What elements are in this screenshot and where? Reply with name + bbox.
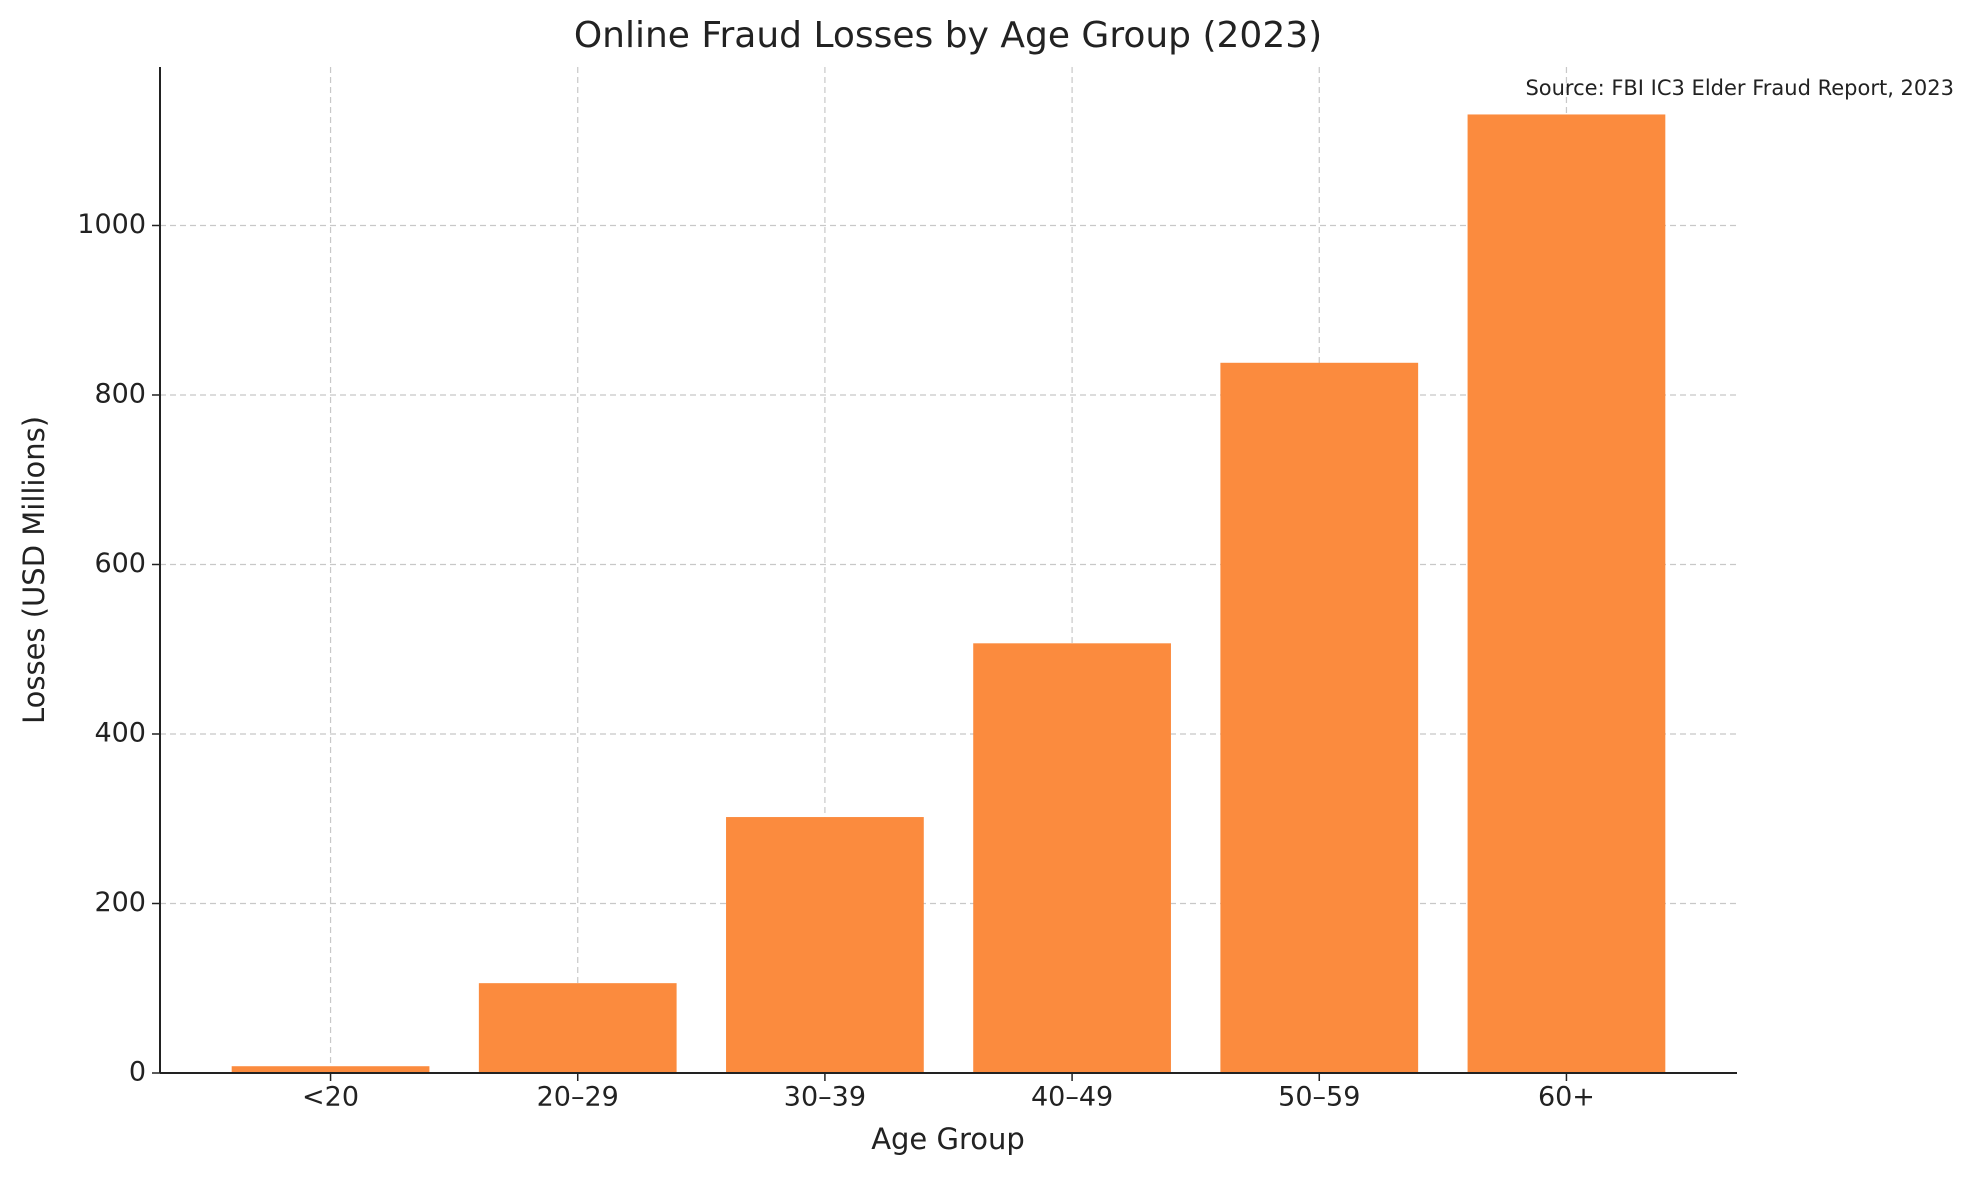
x-tick-label: 50–59 (1278, 1082, 1360, 1113)
source-annotation: Source: FBI IC3 Elder Fraud Report, 2023 (1525, 76, 1954, 100)
y-tick-label: 1000 (77, 209, 146, 240)
x-tick-label: <20 (302, 1082, 359, 1113)
bar (231, 1066, 430, 1073)
x-tick-label: 40–49 (1031, 1082, 1113, 1113)
y-tick-label: 0 (129, 1057, 146, 1088)
x-tick-label: 20–29 (537, 1082, 619, 1113)
y-tick-label: 400 (94, 717, 146, 748)
x-axis-label: Age Group (871, 1122, 1025, 1156)
y-tick-label: 800 (94, 378, 146, 409)
x-tick-label: 60+ (1538, 1082, 1595, 1113)
bar (478, 983, 677, 1073)
y-tick-label: 200 (94, 887, 146, 918)
x-tick-label: 30–39 (784, 1082, 866, 1113)
bar (1467, 114, 1666, 1074)
y-axis-label: Losses (USD Millions) (17, 416, 51, 724)
bar (1220, 362, 1419, 1073)
y-tick-label: 600 (94, 548, 146, 579)
chart-title: Online Fraud Losses by Age Group (2023) (574, 15, 1322, 56)
bar (973, 643, 1171, 1073)
bar (726, 817, 924, 1073)
